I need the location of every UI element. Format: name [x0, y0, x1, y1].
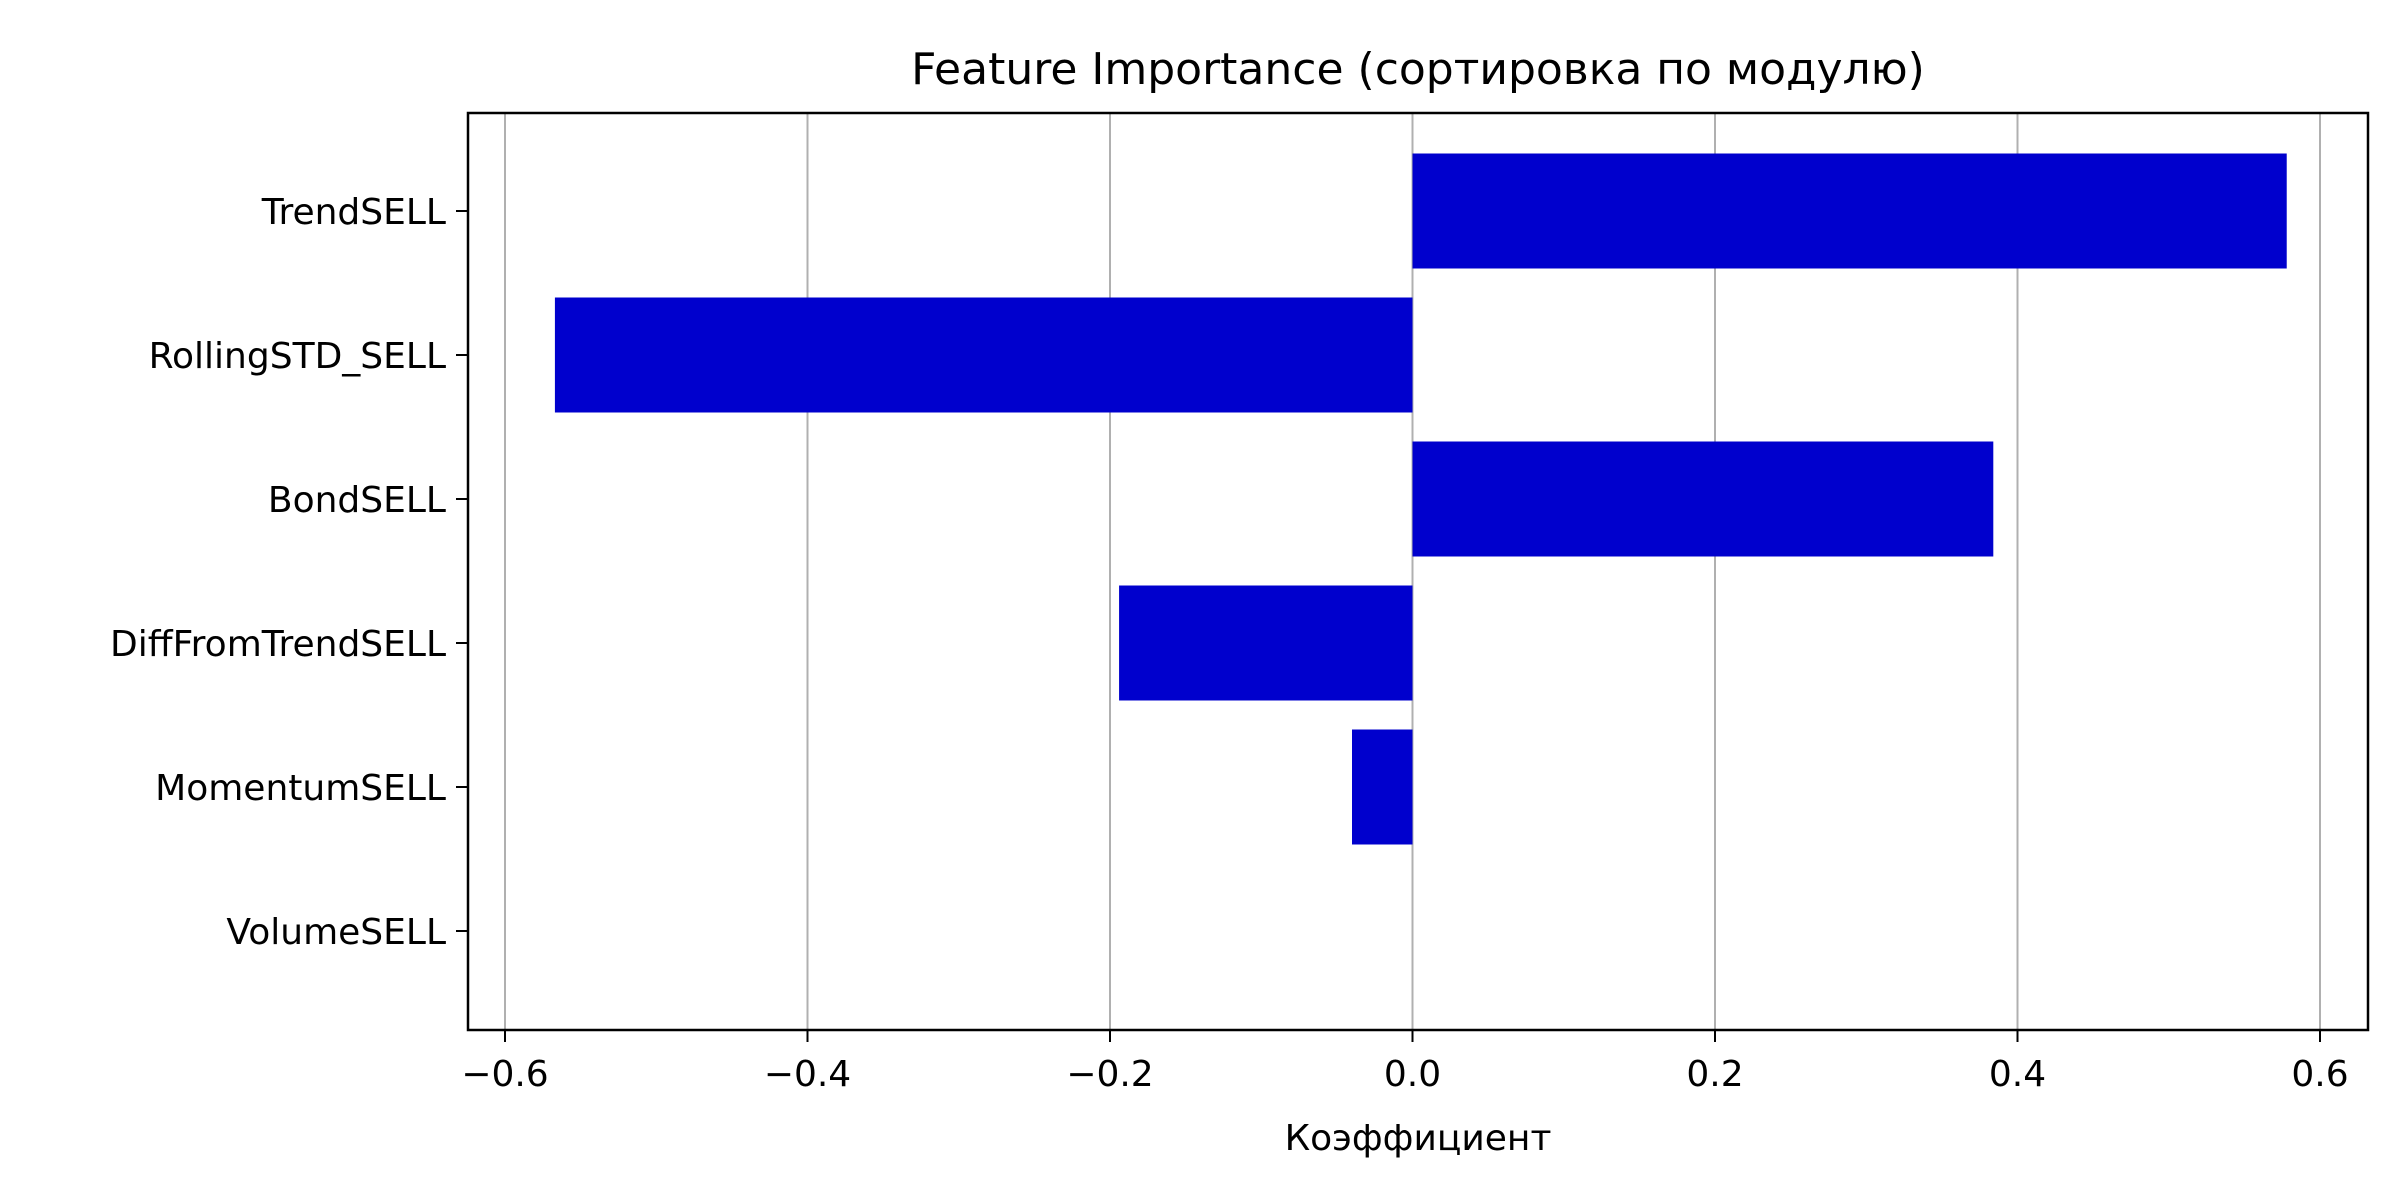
bar	[1412, 441, 1994, 557]
x-tick-label: 0.0	[1384, 1054, 1441, 1095]
x-axis-label: Коэффициент	[1285, 1118, 1552, 1159]
x-axis: −0.6 −0.4 −0.2 0.0 0.2 0.4 0.6	[461, 1030, 2349, 1095]
y-tick-label: RollingSTD_SELL	[149, 336, 446, 377]
y-tick-label: MomentumSELL	[155, 768, 446, 809]
chart-title: Feature Importance (сортировка по модулю…	[911, 44, 1925, 95]
x-tick-label: 0.6	[2291, 1054, 2348, 1095]
y-tick-label: VolumeSELL	[226, 912, 446, 953]
x-tick-label: −0.4	[764, 1054, 851, 1095]
x-tick-label: 0.2	[1686, 1054, 1743, 1095]
x-tick-label: −0.2	[1066, 1054, 1153, 1095]
y-tick-label: DiffFromTrendSELL	[110, 624, 446, 665]
bars	[554, 153, 2287, 845]
y-tick-label: TrendSELL	[261, 192, 446, 233]
bar	[1352, 729, 1413, 845]
bar	[1412, 153, 2287, 269]
bar	[554, 297, 1413, 413]
y-axis: TrendSELL RollingSTD_SELL BondSELL DiffFrom…	[110, 192, 468, 953]
plot-frame	[466, 111, 2370, 1032]
x-tick-label: 0.4	[1989, 1054, 2046, 1095]
x-tick-label: −0.6	[461, 1054, 548, 1095]
y-tick-label: BondSELL	[268, 480, 446, 521]
bar	[1119, 585, 1413, 701]
